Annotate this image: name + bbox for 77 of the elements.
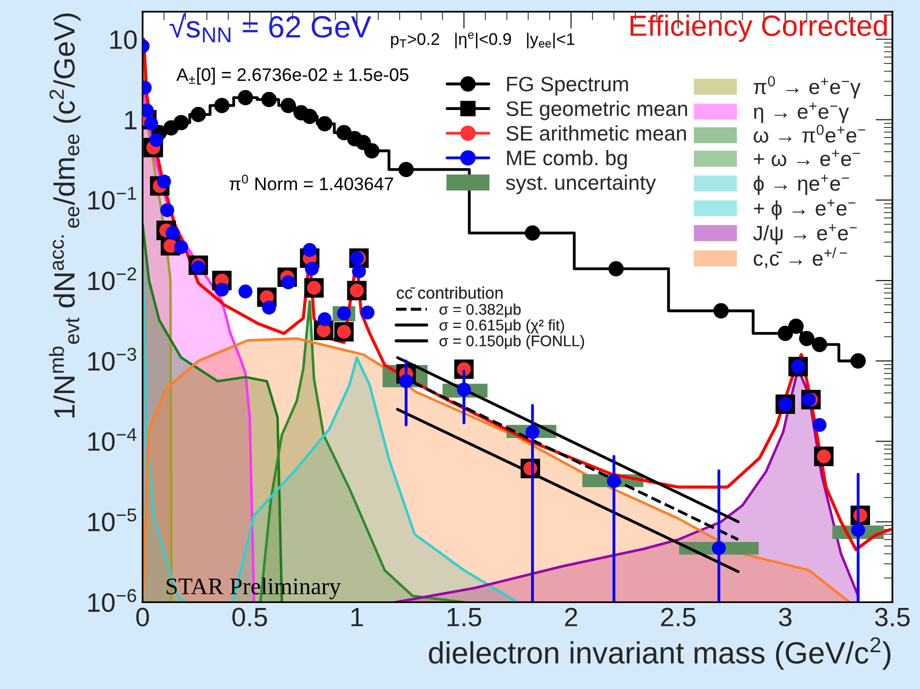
y-tick-label: 10$^{−2}$	[88, 267, 136, 290]
point	[850, 353, 866, 369]
point	[238, 90, 254, 106]
legend-label: ME comb. bg	[507, 150, 627, 170]
legend-label: σ = 0.615μb (χ² fit)	[440, 319, 564, 334]
annotation: Efficiency Corrected	[630, 14, 887, 42]
point	[524, 225, 540, 241]
point	[812, 336, 828, 352]
legend-title: cc̄ contribution	[396, 286, 503, 299]
x-tick-label: 1	[352, 608, 363, 626]
point	[144, 116, 158, 130]
point	[214, 98, 230, 114]
y-tick-label: 10	[110, 30, 137, 50]
point	[812, 418, 827, 432]
point	[302, 108, 318, 124]
point	[608, 261, 624, 276]
point	[190, 106, 206, 122]
x-tick-label: 2.5	[661, 608, 696, 626]
point	[174, 240, 188, 254]
point	[318, 312, 332, 326]
point	[304, 262, 319, 276]
point	[788, 318, 804, 334]
legend-label: η → e$^{+}$e$^{−}$γ	[754, 102, 849, 124]
point	[457, 382, 471, 397]
y-tick-label: 10$^{−6}$	[88, 589, 136, 612]
point	[526, 425, 540, 440]
legend-label: ω → π$^{0}$e$^{+}$e$^{−}$	[754, 124, 866, 143]
point	[712, 541, 726, 556]
legend-label: J/ψ → e$^{+}$e$^{−}$	[753, 224, 857, 245]
point	[364, 143, 380, 158]
x-axis-title: dielectron invariant mass (GeV/c$^{2}$)	[428, 637, 890, 670]
y-tick-label: 10$^{−3}$	[88, 348, 136, 371]
text: 1/N$^{mb}$$_{evt}$ dN$^{acc.}$$_{ee}$/dm$_{ee}$ (c$^{2}$/GeV)	[48, 14, 81, 418]
x-tick-label: 1.5	[448, 608, 482, 626]
legend-label: c,c̄ → e$^{+/−}$	[754, 247, 847, 268]
legend-label: syst. uncertainty	[506, 174, 656, 194]
point	[261, 92, 277, 108]
point	[317, 116, 332, 132]
y-tick-label: 10$^{−5}$	[88, 508, 136, 532]
y-tick-label: 1	[125, 111, 136, 130]
x-tick-label: 3.5	[875, 608, 910, 626]
legend-label: σ = 0.382μb	[440, 304, 521, 318]
point	[280, 98, 296, 114]
point	[238, 284, 252, 298]
point	[352, 264, 366, 278]
annotation: A$_{±}$[0] = 2.6736e-02 ± 1.5e-05	[176, 68, 408, 85]
point	[778, 326, 793, 342]
point	[360, 306, 374, 320]
point	[149, 132, 164, 147]
x-tick-label: 2	[565, 608, 578, 626]
point	[174, 114, 189, 130]
legend-label: + ω → e$^{+}$e$^{−}$	[754, 150, 860, 166]
point	[851, 523, 866, 537]
y-tick-label: 10$^{−4}$	[88, 428, 136, 451]
legend-label: SE geometric mean	[506, 100, 688, 120]
annotation: p$_{T}$>0.2 |η$^{e}$|<0.9 |y$_{ee}$|<1	[391, 32, 574, 48]
point	[799, 330, 814, 346]
point	[713, 303, 729, 318]
legend-label: SE arithmetic mean	[506, 125, 686, 141]
legend-label: FG Spectrum	[507, 76, 628, 96]
annotation: √s$_{NN}$ = 62 GeV	[170, 13, 372, 42]
point	[262, 300, 276, 315]
x-tick-label: 0	[136, 608, 149, 626]
point	[214, 282, 229, 297]
legend-label: + ϕ → e$^{+}$e$^{−}$	[754, 199, 856, 220]
legend-label: π$^{0}$ → e$^{+}$e$^{−}$γ	[754, 76, 861, 98]
point	[302, 242, 317, 257]
annotation: π$^{0}$ Norm = 1.403647	[230, 174, 394, 190]
point	[160, 203, 174, 218]
y-tick-label: 10$^{−1}$	[88, 186, 136, 210]
legend-label: σ = 0.150μb (FONLL)	[440, 335, 584, 350]
x-tick-label: 3	[778, 608, 792, 626]
x-tick-label: 0.5	[232, 608, 267, 626]
point	[398, 162, 414, 178]
legend-label: ϕ → ηe$^{+}$e$^{−}$	[754, 174, 849, 196]
point	[606, 474, 621, 488]
point	[336, 124, 352, 140]
